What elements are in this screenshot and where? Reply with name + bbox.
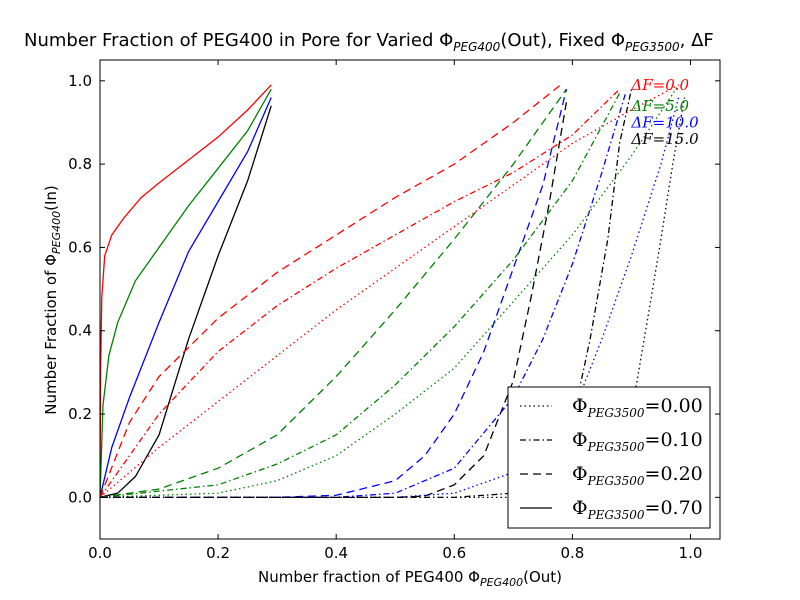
series-line-dashdot-9 [100, 93, 621, 498]
series-line-dashed-4 [100, 84, 561, 498]
y-axis-label: Number Fraction of ΦPEG400(In) [42, 185, 63, 414]
legend-label: ΦPEG3500=0.00 [572, 395, 703, 420]
series-line-dashed-5 [100, 88, 568, 498]
chart-title: Number Fraction of PEG400 in Pore for Va… [24, 30, 714, 54]
legend-label: ΦPEG3500=0.70 [572, 497, 703, 522]
y-tick-label: 0.8 [68, 155, 92, 173]
x-axis-label: Number fraction of PEG400 ΦPEG400(Out) [258, 568, 562, 589]
series-line-dotted-13 [100, 84, 680, 498]
x-tick-label: 0.6 [442, 544, 466, 562]
series-line-dashdot-10 [100, 93, 627, 498]
legend-label: ΦPEG3500=0.20 [572, 463, 703, 488]
legend-box [507, 386, 711, 529]
x-tick-label: 0.4 [324, 544, 348, 562]
delta-f-annotation: ΔF=0.0 [630, 76, 689, 94]
y-tick-label: 0.6 [68, 238, 92, 256]
x-tick-label: 0.2 [206, 544, 230, 562]
legend: ΦPEG3500=0.00 ΦPEG3500=0.10 ΦPEG3500=0.20 Φ… [507, 386, 711, 529]
series-line-solid-1 [100, 88, 272, 498]
axis-ticks: 0.0 0.2 0.4 0.6 0.8 1.0 0.0 0.2 0.4 0.6 0.8 1.0 [68, 60, 720, 562]
series-line-dashed-6 [100, 89, 568, 498]
series-line-dotted-12 [100, 84, 679, 498]
delta-f-annotation: ΔF=10.0 [630, 113, 699, 131]
axes-frame [99, 59, 721, 540]
series-line-solid-0 [100, 84, 272, 498]
x-tick-label: 0.8 [560, 544, 584, 562]
delta-f-annotation: ΔF=15.0 [630, 130, 699, 148]
series-line-solid-2 [100, 97, 272, 498]
series-annotations: ΔF=0.0 ΔF=5.0ΔF=10.0ΔF=15.0 [630, 76, 699, 148]
y-tick-label: 0.2 [68, 405, 92, 423]
y-tick-label: 1.0 [68, 72, 92, 90]
legend-label: ΦPEG3500=0.10 [572, 429, 703, 454]
delta-f-annotation: ΔF=5.0 [630, 97, 689, 115]
y-tick-label: 0.0 [68, 488, 92, 506]
y-tick-label: 0.4 [68, 322, 92, 340]
series-line-solid-3 [100, 105, 272, 498]
x-tick-label: 0.0 [88, 544, 112, 562]
series-line-dashdot-8 [100, 88, 621, 498]
series-line-dashed-7 [100, 101, 568, 498]
x-tick-label: 1.0 [679, 544, 703, 562]
